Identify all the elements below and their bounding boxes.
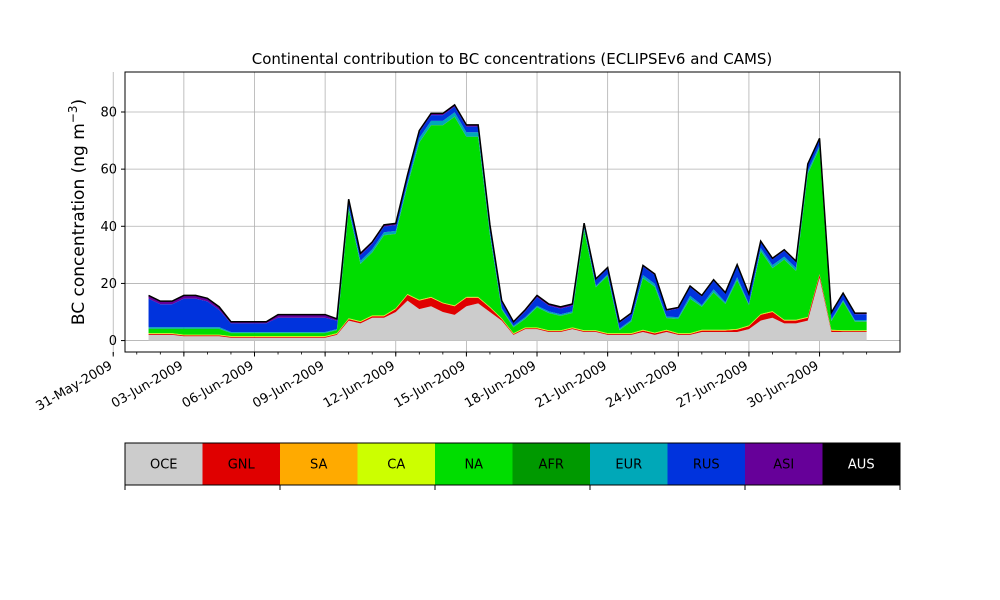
legend-swatch-na [435, 443, 513, 485]
legend-label-aus: AUS [848, 458, 875, 473]
x-tick-label-5: 15-Jun-2009 [392, 358, 469, 411]
chart-title: Continental contribution to BC concentra… [252, 50, 773, 68]
y-tick-label-0: 0 [109, 334, 117, 349]
x-tick-label-6: 18-Jun-2009 [462, 358, 539, 411]
axes [124, 71, 901, 353]
y-tick-label-1: 20 [100, 277, 117, 292]
legend-label-oce: OCE [150, 458, 178, 473]
y-axis-label-sup: −3 [66, 105, 80, 123]
legend-swatch-eur [590, 443, 668, 485]
legend-frame [124, 442, 901, 486]
y-tick-label-4: 80 [100, 106, 117, 121]
y-axis-label-tail: ) [69, 99, 89, 106]
total-outline [148, 103, 867, 323]
y-axis-label: BC concentration (ng m−3) [66, 99, 89, 325]
area-oce [148, 277, 867, 341]
y-axis-label-main: BC concentration (ng m [69, 123, 89, 325]
legend-swatch-sa [280, 443, 358, 485]
x-tick-label-9: 27-Jun-2009 [674, 358, 751, 411]
x-tick-label-7: 21-Jun-2009 [533, 358, 610, 411]
legend-label-na: NA [464, 458, 483, 473]
legend-swatch-aus [822, 443, 900, 485]
y-tick-label-3: 60 [100, 163, 117, 178]
x-tick-label-0: 31-May-2009 [34, 358, 116, 414]
x-tick-label-10: 30-Jun-2009 [745, 358, 822, 411]
x-ticks: 31-May-200903-Jun-200906-Jun-200909-Jun-… [34, 352, 868, 414]
legend-label-asi: ASI [773, 458, 794, 473]
legend-swatch-asi [745, 443, 823, 485]
legend-swatch-oce [125, 443, 203, 485]
legend-swatch-gnl [202, 443, 280, 485]
legend-swatch-afr [512, 443, 590, 485]
legend-label-gnl: GNL [228, 458, 256, 473]
y-tick-label-2: 40 [100, 220, 117, 235]
legend-label-rus: RUS [693, 458, 720, 473]
legend-label-eur: EUR [615, 458, 642, 473]
legend-colorbar: OCE GNL SA CA NA AFR EUR RUS ASI AUS [124, 442, 901, 490]
legend-swatch-rus [667, 443, 745, 485]
x-tick-label-1: 03-Jun-2009 [109, 358, 186, 411]
x-tick-label-8: 24-Jun-2009 [603, 358, 680, 411]
x-tick-label-2: 06-Jun-2009 [180, 358, 257, 411]
x-tick-label-4: 12-Jun-2009 [321, 358, 398, 411]
stacked-areas [148, 103, 867, 341]
x-tick-label-3: 09-Jun-2009 [250, 358, 327, 411]
legend-swatch-ca [357, 443, 435, 485]
legend-label-ca: CA [387, 458, 405, 473]
legend-label-afr: AFR [539, 458, 564, 473]
y-ticks: 0 20 40 60 80 [100, 106, 125, 349]
area-na [148, 116, 867, 336]
legend-label-sa: SA [310, 458, 327, 473]
plot-frame [124, 71, 901, 353]
